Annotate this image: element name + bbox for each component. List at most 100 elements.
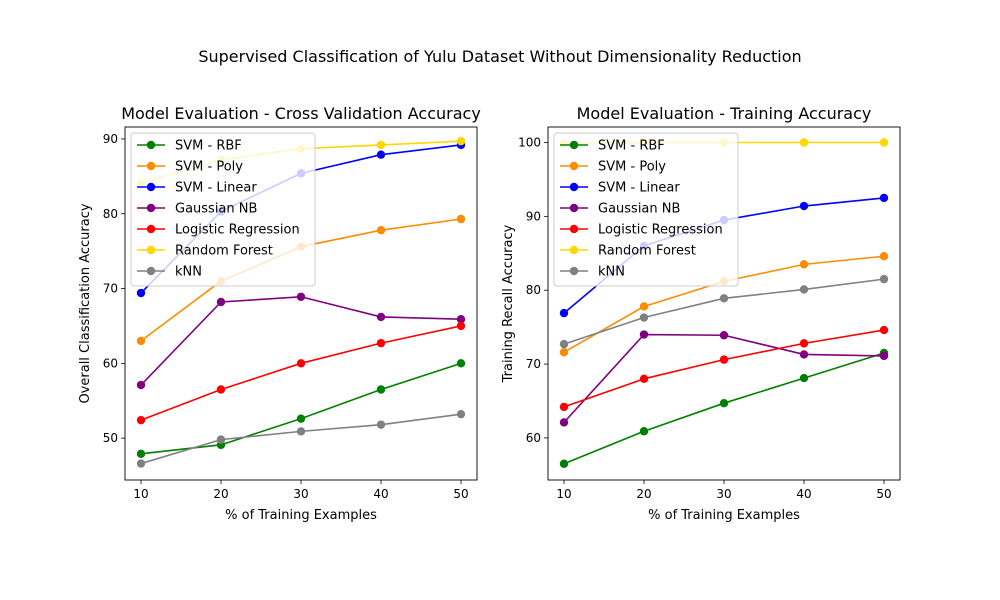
x-axis-label: % of Training Examples xyxy=(225,508,377,523)
chart-title: Model Evaluation - Training Accuracy xyxy=(577,104,872,123)
x-tick-label: 40 xyxy=(373,487,388,501)
series-line xyxy=(140,362,462,455)
legend-label: SVM - Linear xyxy=(598,181,680,196)
legend-label: SVM - RBF xyxy=(175,139,242,154)
data-point xyxy=(376,226,386,235)
legend-item: kNN xyxy=(560,265,625,280)
y-tick-label: 70 xyxy=(103,282,118,296)
data-point xyxy=(456,409,466,419)
data-point xyxy=(376,420,386,429)
data-point xyxy=(296,359,306,368)
data-point xyxy=(639,330,649,339)
legend-label: Logistic Regression xyxy=(598,223,723,238)
y-tick-label: 100 xyxy=(518,136,541,150)
data-point xyxy=(559,402,569,412)
legend-label: Random Forest xyxy=(598,244,696,259)
data-point xyxy=(799,373,809,383)
x-tick-label: 10 xyxy=(133,487,148,501)
data-point xyxy=(216,385,226,394)
plot-frame xyxy=(547,126,901,481)
chart-training-accuracy: Model Evaluation - Training Accuracy % o… xyxy=(501,104,901,523)
data-point xyxy=(456,214,466,224)
data-point xyxy=(559,339,569,349)
legend-item: Gaussian NB xyxy=(137,202,257,217)
x-tick-label: 50 xyxy=(453,487,468,501)
data-point xyxy=(639,313,649,322)
legend-box xyxy=(553,132,739,287)
data-point xyxy=(136,459,146,468)
legend-label: Gaussian NB xyxy=(598,202,680,217)
data-point xyxy=(296,427,306,436)
legend-item: SVM - Poly xyxy=(137,160,243,175)
data-point xyxy=(456,359,466,368)
legend-item: SVM - RBF xyxy=(560,139,665,154)
legend-label: kNN xyxy=(175,265,202,280)
x-tick-label: 30 xyxy=(293,487,308,501)
series-gaussian-nb xyxy=(559,330,889,427)
data-point xyxy=(799,138,809,147)
legend-marker xyxy=(569,182,579,192)
data-point xyxy=(799,201,809,211)
data-point xyxy=(376,312,386,322)
data-point xyxy=(136,336,146,346)
data-point xyxy=(136,380,146,390)
legend-marker xyxy=(146,224,156,234)
x-tick-label: 20 xyxy=(636,487,651,501)
legend-item: SVM - RBF xyxy=(137,139,242,154)
legend-marker xyxy=(146,266,156,276)
legend-label: Gaussian NB xyxy=(175,202,257,217)
data-point xyxy=(639,374,649,384)
data-point xyxy=(136,288,146,298)
data-point xyxy=(879,351,889,361)
legend-marker xyxy=(146,245,156,255)
x-tick-label: 10 xyxy=(556,487,571,501)
y-axis-label: Training Recall Accuracy xyxy=(501,224,516,383)
legend: SVM - RBF SVM - Poly SVM - Linear Gaussian … xyxy=(553,132,739,287)
data-point xyxy=(719,294,729,303)
data-point xyxy=(639,427,649,436)
series-line xyxy=(140,325,462,421)
legend-item: Logistic Regression xyxy=(137,223,300,238)
y-tick-label: 80 xyxy=(103,207,118,221)
data-point xyxy=(136,449,146,459)
data-point xyxy=(639,302,649,311)
legend-label: SVM - Poly xyxy=(175,160,243,175)
data-point xyxy=(216,435,226,444)
data-point xyxy=(376,385,386,394)
legend-marker xyxy=(146,161,156,171)
y-axis-label: Overall Classification Accuracy xyxy=(78,203,93,403)
series-knn xyxy=(136,409,466,468)
x-tick-label: 40 xyxy=(796,487,811,501)
data-point xyxy=(719,355,729,364)
plot-frame xyxy=(124,126,478,481)
series-gaussian-nb xyxy=(136,292,466,390)
data-point xyxy=(376,338,386,348)
x-axis-label: % of Training Examples xyxy=(648,508,800,523)
legend-label: SVM - Linear xyxy=(175,181,257,196)
legend-label: Logistic Regression xyxy=(175,223,300,238)
y-tick-label: 60 xyxy=(526,431,541,445)
legend-item: SVM - Linear xyxy=(137,181,257,196)
data-point xyxy=(456,137,466,146)
data-point xyxy=(559,459,569,468)
data-point xyxy=(559,308,569,318)
legend-marker xyxy=(569,224,579,234)
series-svm-rbf xyxy=(136,359,466,459)
legend-item: Random Forest xyxy=(560,244,696,259)
data-point xyxy=(456,321,466,331)
data-point xyxy=(719,331,729,340)
y-tick-label: 70 xyxy=(526,357,541,371)
legend-marker xyxy=(146,182,156,192)
data-point xyxy=(456,315,466,324)
legend-item: Random Forest xyxy=(137,244,273,259)
legend-marker xyxy=(569,245,579,255)
chart-title: Model Evaluation - Cross Validation Accu… xyxy=(121,104,481,123)
series-line xyxy=(563,333,885,423)
series-line xyxy=(140,295,462,386)
x-tick-label: 30 xyxy=(716,487,731,501)
data-point xyxy=(136,415,146,425)
legend-item: Gaussian NB xyxy=(560,202,680,217)
legend-item: SVM - Poly xyxy=(560,160,666,175)
data-point xyxy=(879,193,889,203)
